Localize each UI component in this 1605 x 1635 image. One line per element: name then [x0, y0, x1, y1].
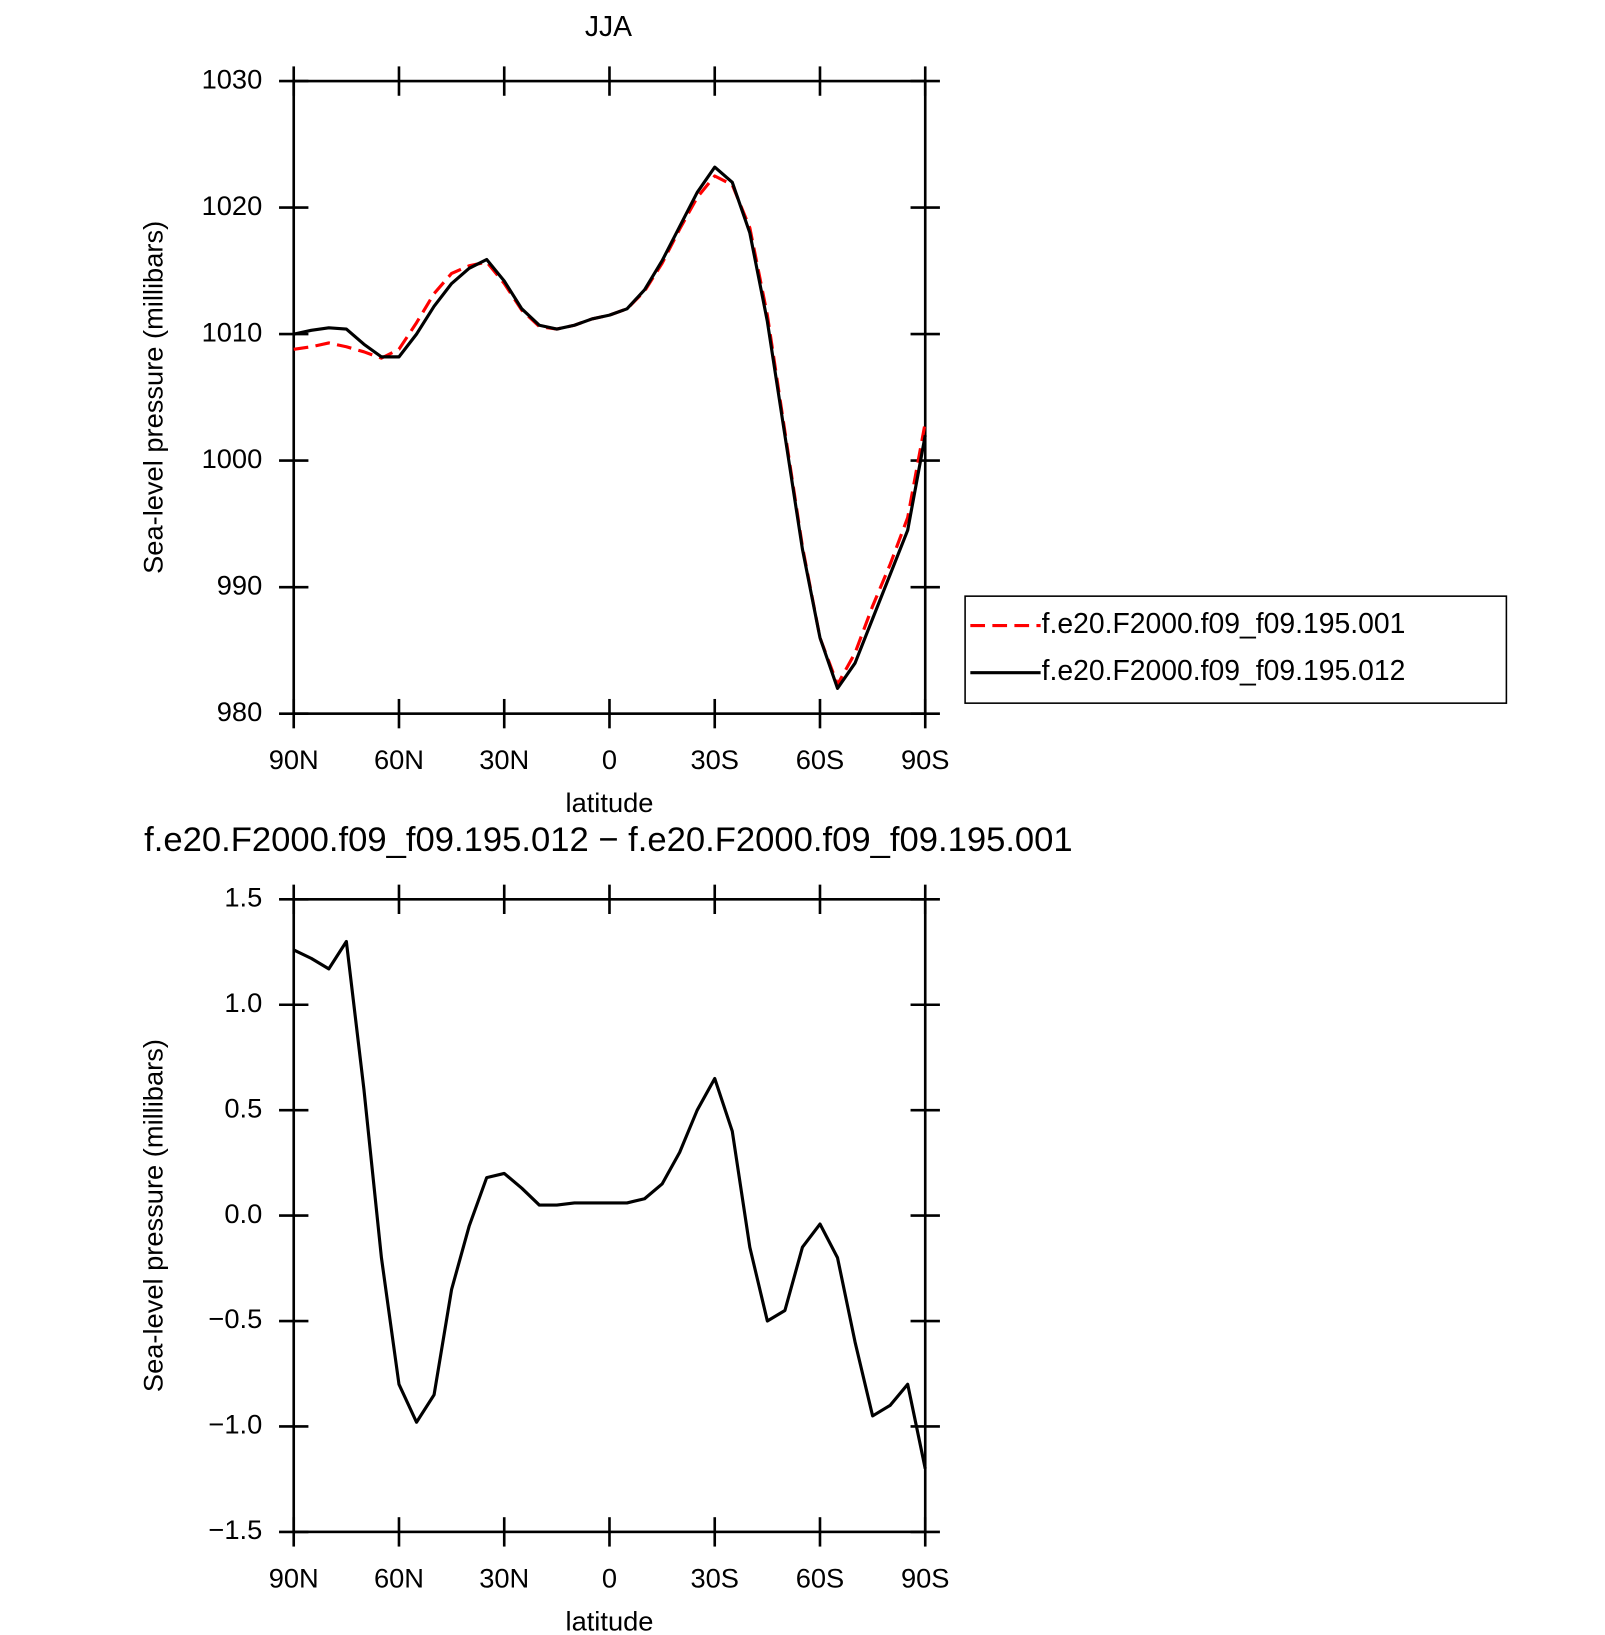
y-tick-label: 980 [217, 696, 263, 727]
x-tick-label: 60S [796, 744, 845, 775]
x-axis-label: latitude [566, 1605, 654, 1635]
y-axis-label: Sea-level pressure (millibars) [137, 221, 168, 574]
x-tick-label: 90N [269, 1562, 319, 1593]
data-line [293, 174, 927, 687]
y-tick-label: 1.0 [224, 987, 262, 1018]
legend-box [964, 595, 1508, 704]
legend-label: f.e20.F2000.f09_f09.195.001 [1042, 608, 1406, 640]
x-tick-label: 90N [269, 744, 319, 775]
x-tick-label: 30S [690, 1562, 739, 1593]
y-tick-label: 990 [217, 569, 263, 600]
y-tick-label: 0.0 [224, 1198, 262, 1229]
y-tick-label: 1.5 [224, 882, 262, 913]
x-tick-label: 60N [374, 1562, 424, 1593]
x-tick-label: 0 [602, 1562, 617, 1593]
plot-frame [292, 79, 927, 715]
chart-title: JJA [585, 11, 632, 43]
chart-title: f.e20.F2000.f09_f09.195.012 − f.e20.F200… [144, 821, 1073, 859]
y-tick-label: 1020 [202, 190, 263, 221]
y-tick-label: 1000 [202, 443, 263, 474]
y-tick-label: −1.0 [208, 1409, 262, 1440]
legend-label: f.e20.F2000.f09_f09.195.012 [1042, 655, 1406, 687]
x-tick-label: 0 [602, 744, 617, 775]
x-tick-label: 30N [479, 744, 529, 775]
data-line [293, 165, 927, 690]
x-tick-label: 60N [374, 744, 424, 775]
x-tick-label: 30S [690, 744, 739, 775]
x-tick-label: 60S [796, 1562, 845, 1593]
plot-frame [292, 898, 927, 1534]
y-tick-label: −1.5 [208, 1514, 262, 1545]
x-tick-label: 90S [901, 744, 950, 775]
x-axis-label: latitude [566, 787, 654, 818]
x-tick-label: 90S [901, 1562, 950, 1593]
y-tick-label: 1030 [202, 63, 263, 94]
y-tick-label: 0.5 [224, 1092, 262, 1123]
x-tick-label: 30N [479, 1562, 529, 1593]
data-line [293, 939, 927, 1469]
y-tick-label: 1010 [202, 316, 263, 347]
y-tick-label: −0.5 [208, 1303, 262, 1334]
y-axis-label: Sea-level pressure (millibars) [137, 1039, 168, 1392]
